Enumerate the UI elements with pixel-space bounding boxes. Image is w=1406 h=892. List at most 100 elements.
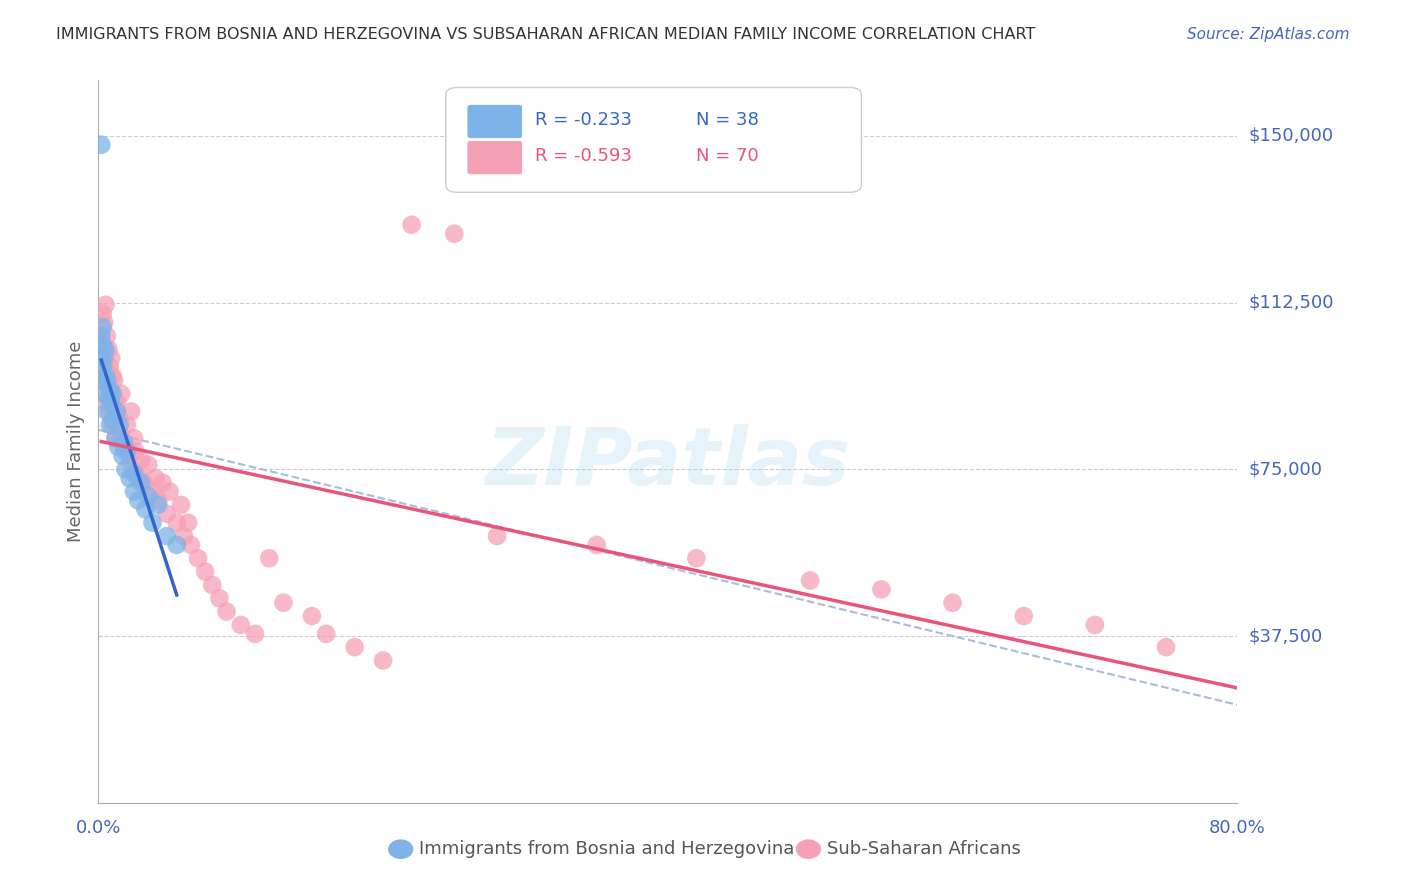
Text: Source: ZipAtlas.com: Source: ZipAtlas.com <box>1187 27 1350 42</box>
Point <box>103 400 125 414</box>
Text: N = 38: N = 38 <box>696 111 759 129</box>
Point <box>129 453 152 467</box>
Point <box>100 351 122 366</box>
Point <box>373 653 395 667</box>
Point <box>129 475 152 490</box>
Point <box>156 507 179 521</box>
Point <box>315 627 337 641</box>
Point <box>104 431 127 445</box>
Point <box>112 440 135 454</box>
Point <box>118 449 141 463</box>
Point <box>177 516 200 530</box>
Point <box>136 489 159 503</box>
Point <box>145 471 167 485</box>
Point <box>685 551 707 566</box>
Point <box>108 426 131 441</box>
Point <box>201 578 224 592</box>
Point <box>122 484 145 499</box>
Point <box>91 373 114 387</box>
Point <box>187 551 209 566</box>
Point <box>443 227 465 241</box>
Point <box>136 458 159 472</box>
Point <box>96 329 118 343</box>
Point <box>94 343 117 357</box>
Text: $112,500: $112,500 <box>1249 293 1334 311</box>
Point <box>799 574 821 588</box>
Point <box>243 627 266 641</box>
Point <box>111 449 134 463</box>
Point <box>107 409 129 423</box>
Point <box>159 484 181 499</box>
Point <box>91 360 114 375</box>
Text: R = -0.233: R = -0.233 <box>534 111 631 129</box>
Point <box>120 404 142 418</box>
Point <box>173 529 195 543</box>
Point <box>215 605 238 619</box>
Point <box>91 320 114 334</box>
Point <box>1084 618 1107 632</box>
Point <box>870 582 893 597</box>
Point <box>115 444 138 458</box>
Point <box>124 444 146 458</box>
Point <box>98 417 121 432</box>
Point <box>259 551 281 566</box>
Point <box>97 343 120 357</box>
Point <box>94 368 117 383</box>
Point <box>118 471 141 485</box>
Point <box>114 462 136 476</box>
Point <box>208 591 231 606</box>
Point <box>107 440 129 454</box>
Point <box>101 417 124 432</box>
Point <box>96 404 118 418</box>
Point <box>942 596 965 610</box>
Point <box>90 373 112 387</box>
Point <box>486 529 509 543</box>
Point <box>94 364 117 378</box>
Text: $75,000: $75,000 <box>1249 460 1323 478</box>
Point <box>101 368 124 383</box>
Point <box>127 493 149 508</box>
Point <box>180 538 202 552</box>
Text: R = -0.593: R = -0.593 <box>534 147 631 165</box>
Text: Sub-Saharan Africans: Sub-Saharan Africans <box>827 840 1021 858</box>
Point <box>105 404 128 418</box>
Point <box>156 529 179 543</box>
Point <box>94 298 117 312</box>
Point <box>98 382 121 396</box>
Point <box>170 498 193 512</box>
Text: $150,000: $150,000 <box>1249 127 1333 145</box>
Point <box>148 498 170 512</box>
Point <box>229 618 252 632</box>
Text: N = 70: N = 70 <box>696 147 759 165</box>
Point <box>134 502 156 516</box>
Point <box>90 329 112 343</box>
Text: $37,500: $37,500 <box>1249 627 1323 645</box>
Point <box>141 516 163 530</box>
Point <box>122 467 145 481</box>
FancyBboxPatch shape <box>467 105 522 138</box>
Point <box>166 516 188 530</box>
Point <box>91 338 114 352</box>
Point <box>141 484 163 499</box>
Y-axis label: Median Family Income: Median Family Income <box>66 341 84 542</box>
Point <box>93 351 115 366</box>
Point <box>101 386 124 401</box>
Point <box>1012 609 1035 624</box>
Point <box>100 395 122 409</box>
Point <box>90 137 112 152</box>
Point <box>101 413 124 427</box>
Point <box>96 373 118 387</box>
Text: IMMIGRANTS FROM BOSNIA AND HERZEGOVINA VS SUBSAHARAN AFRICAN MEDIAN FAMILY INCOM: IMMIGRANTS FROM BOSNIA AND HERZEGOVINA V… <box>56 27 1036 42</box>
Point <box>108 417 131 432</box>
Text: Immigrants from Bosnia and Herzegovina: Immigrants from Bosnia and Herzegovina <box>419 840 794 858</box>
Point <box>97 373 120 387</box>
Point <box>152 475 174 490</box>
Text: ZIPatlas: ZIPatlas <box>485 425 851 502</box>
Point <box>112 435 135 450</box>
Point <box>97 391 120 405</box>
Point <box>90 351 112 366</box>
Point <box>93 351 115 366</box>
Point <box>127 471 149 485</box>
Point <box>105 395 128 409</box>
Point <box>100 386 122 401</box>
